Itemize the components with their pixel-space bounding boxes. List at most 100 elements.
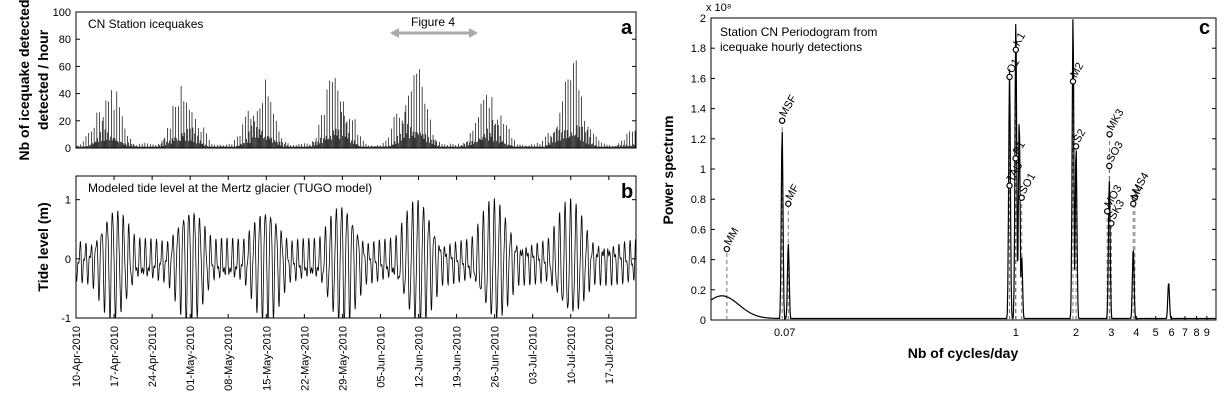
panel-a: 0 20 40 60 80 100 CN Station icequakes a Figu… <box>16 0 637 161</box>
b-xtick-label: 15-May-2010 <box>261 326 273 391</box>
b-xtick-label: 10-Jul-2010 <box>566 326 578 384</box>
c-constituent-marker <box>1006 182 1013 189</box>
b-xtick-label: 19-Jun-2010 <box>452 326 464 388</box>
c-constituent-marker <box>1131 194 1139 201</box>
c-xtick-label: 9 <box>1204 327 1210 339</box>
c-constituent-marker <box>723 245 731 253</box>
panel-a-y-ticks: 0 20 40 60 80 100 <box>53 7 636 155</box>
panel-b-x-ticks: 10-Apr-2010 17-Apr-2010 24-Apr-2010 01-May-… <box>71 176 616 391</box>
c-xtick-label: 3 <box>1108 327 1114 339</box>
c-constituent-label: MM <box>722 226 742 248</box>
c-ytick-label: 0.4 <box>691 255 706 267</box>
c-constituent-label: SO3 <box>1104 139 1125 164</box>
c-constituent-label: S2 <box>1071 127 1088 145</box>
c-constituent-marker <box>1106 162 1113 170</box>
panel-c-y-ticks: 0 0.2 0.4 0.6 0.8 1 1.2 1.4 1.6 1.8 2 <box>691 13 1216 327</box>
panel-b-frame <box>75 175 637 319</box>
panel-c: 0 0.2 0.4 0.6 0.8 1 1.2 1.4 1.6 1.8 2 0.07 1 2 3 4 5 6 7 8… <box>660 2 1217 361</box>
c-xtick-label: 4 <box>1133 327 1139 339</box>
figure4-arrow-right-head <box>469 28 478 38</box>
panel-c-title-line1: Station CN Periodogram from <box>720 25 877 39</box>
panel-a-bars <box>75 60 636 148</box>
c-constituent-marker <box>1103 208 1111 215</box>
c-ytick-label: 1 <box>700 164 706 176</box>
c-xtick-label: 5 <box>1153 327 1159 339</box>
b-xtick-label: 29-May-2010 <box>337 326 349 391</box>
b-xtick-label: 01-May-2010 <box>185 326 197 391</box>
c-constituent-marker <box>1072 143 1080 150</box>
a-ytick-label: 100 <box>53 7 71 19</box>
panel-b: -1 0 1 10-Apr-2010 17-Apr-2010 24-Apr-2010 01… <box>35 175 637 391</box>
a-ytick-label: 0 <box>65 143 71 155</box>
panel-c-constituent-lines <box>726 49 1136 320</box>
a-ytick-label: 60 <box>59 61 71 73</box>
panel-a-title: CN Station icequakes <box>88 17 203 31</box>
panel-c-exponent: x 10⁸ <box>706 2 731 14</box>
c-constituent-label: MSF <box>777 93 799 119</box>
c-constituent-marker <box>1018 194 1025 201</box>
c-ytick-label: 1.6 <box>691 73 706 85</box>
panel-c-spectrum-line <box>710 19 1216 320</box>
c-ytick-label: 0.8 <box>691 194 706 206</box>
panel-a-ylabel-line2: detected / hour <box>35 29 51 130</box>
c-constituent-label: O1 <box>1005 57 1023 76</box>
c-constituent-label: P1 <box>1011 139 1028 157</box>
c-constituent-marker <box>1130 200 1137 207</box>
c-constituent-marker <box>778 117 786 124</box>
panel-a-frame <box>75 11 637 149</box>
b-xtick-label: 24-Apr-2010 <box>147 326 159 387</box>
panel-b-tide-line <box>75 198 637 319</box>
panel-a-letter: a <box>621 17 633 39</box>
panel-c-x-ticks: 0.07 1 2 3 4 5 6 7 8 9 <box>774 316 1210 339</box>
b-xtick-label: 17-Apr-2010 <box>109 326 121 387</box>
c-constituent-marker <box>1106 131 1113 138</box>
a-ytick-label: 40 <box>59 89 71 101</box>
a-ytick-label: 80 <box>59 34 71 46</box>
c-constituent-marker <box>785 200 792 207</box>
b-ytick-label: 0 <box>65 254 71 266</box>
c-constituent-label: MK3 <box>1105 107 1127 133</box>
c-xtick-label: 8 <box>1194 327 1200 339</box>
b-ytick-label: 1 <box>65 195 71 207</box>
panel-c-title-line2: icequake hourly detections <box>720 40 862 54</box>
c-ytick-label: 0 <box>700 315 706 327</box>
c-ytick-label: 0.2 <box>691 285 706 297</box>
b-ytick-label: -1 <box>61 313 71 325</box>
b-xtick-label: 17-Jul-2010 <box>604 326 616 384</box>
panel-c-xlabel: Nb of cycles/day <box>908 345 1019 361</box>
c-ytick-label: 1.8 <box>691 43 706 55</box>
c-constituent-label: MF <box>784 182 802 202</box>
panel-b-title: Modeled tide level at the Mertz glacier … <box>88 181 372 195</box>
b-xtick-label: 08-May-2010 <box>223 326 235 391</box>
figure4-arrow-left-head <box>390 28 399 38</box>
panel-c-ylabel: Power spectrum <box>660 116 676 225</box>
c-constituent-label: K1 <box>1011 31 1028 49</box>
a-ytick-label: 20 <box>59 116 71 128</box>
c-constituent-label: M2 <box>1068 61 1086 80</box>
b-xtick-label: 26-Jun-2010 <box>490 326 502 388</box>
panel-a-ylabel-line1: Nb of icequake detected <box>16 0 32 161</box>
figure4-annotation: Figure 4 <box>390 15 478 38</box>
b-xtick-label: 12-Jun-2010 <box>414 326 426 388</box>
panel-c-letter: c <box>1199 17 1210 39</box>
c-constituent-marker <box>1069 78 1077 85</box>
c-constituent-marker <box>1006 73 1013 81</box>
c-constituent-marker <box>1012 155 1019 162</box>
b-xtick-label: 10-Apr-2010 <box>71 326 83 387</box>
c-constituent-marker <box>1108 220 1115 227</box>
c-xtick-label: 7 <box>1182 327 1188 339</box>
c-ytick-label: 0.6 <box>691 224 706 236</box>
c-constituent-marker <box>1012 46 1020 53</box>
c-xtick-label: 2 <box>1073 327 1079 339</box>
c-xtick-label: 0.07 <box>774 327 795 339</box>
b-xtick-label: 05-Jun-2010 <box>375 326 387 388</box>
c-ytick-label: 1.4 <box>691 104 706 116</box>
c-ytick-label: 1.2 <box>691 134 706 146</box>
b-xtick-label: 22-May-2010 <box>299 326 311 391</box>
panel-b-ylabel: Tide level (m) <box>35 202 51 291</box>
figure4-label: Figure 4 <box>411 15 455 29</box>
c-xtick-label: 1 <box>1013 327 1019 339</box>
panel-b-letter: b <box>621 181 633 203</box>
